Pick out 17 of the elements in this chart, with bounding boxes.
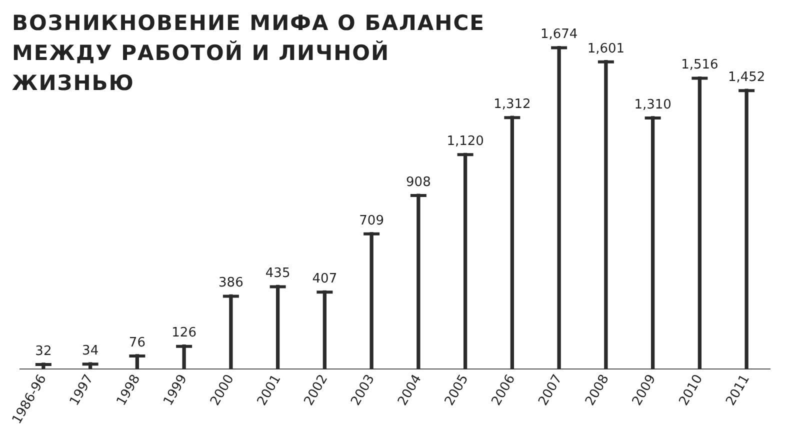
data-label: 32 [35,344,52,359]
data-label: 1,674 [540,27,578,42]
data-label: 1,312 [494,96,531,112]
data-label: 34 [82,343,99,358]
data-label: 1,452 [728,70,766,85]
data-label: 407 [312,272,338,287]
data-label: 908 [406,174,431,190]
data-label: 709 [359,213,384,228]
chart-title: ВОЗНИКНОВЕНИЕ МИФА О БАЛАНСЕ МЕЖДУ РАБОТОЙ И ЛИЧНОЙ ЖИЗНЬЮ [12,10,486,97]
data-label: 76 [128,335,146,350]
data-label: 126 [172,326,196,341]
data-label: 1,120 [446,134,484,150]
data-label: 435 [265,266,290,282]
data-label: 1,310 [634,97,672,112]
data-label: 386 [218,276,244,291]
data-label: 1,601 [587,41,625,56]
data-label: 1,516 [681,58,718,73]
